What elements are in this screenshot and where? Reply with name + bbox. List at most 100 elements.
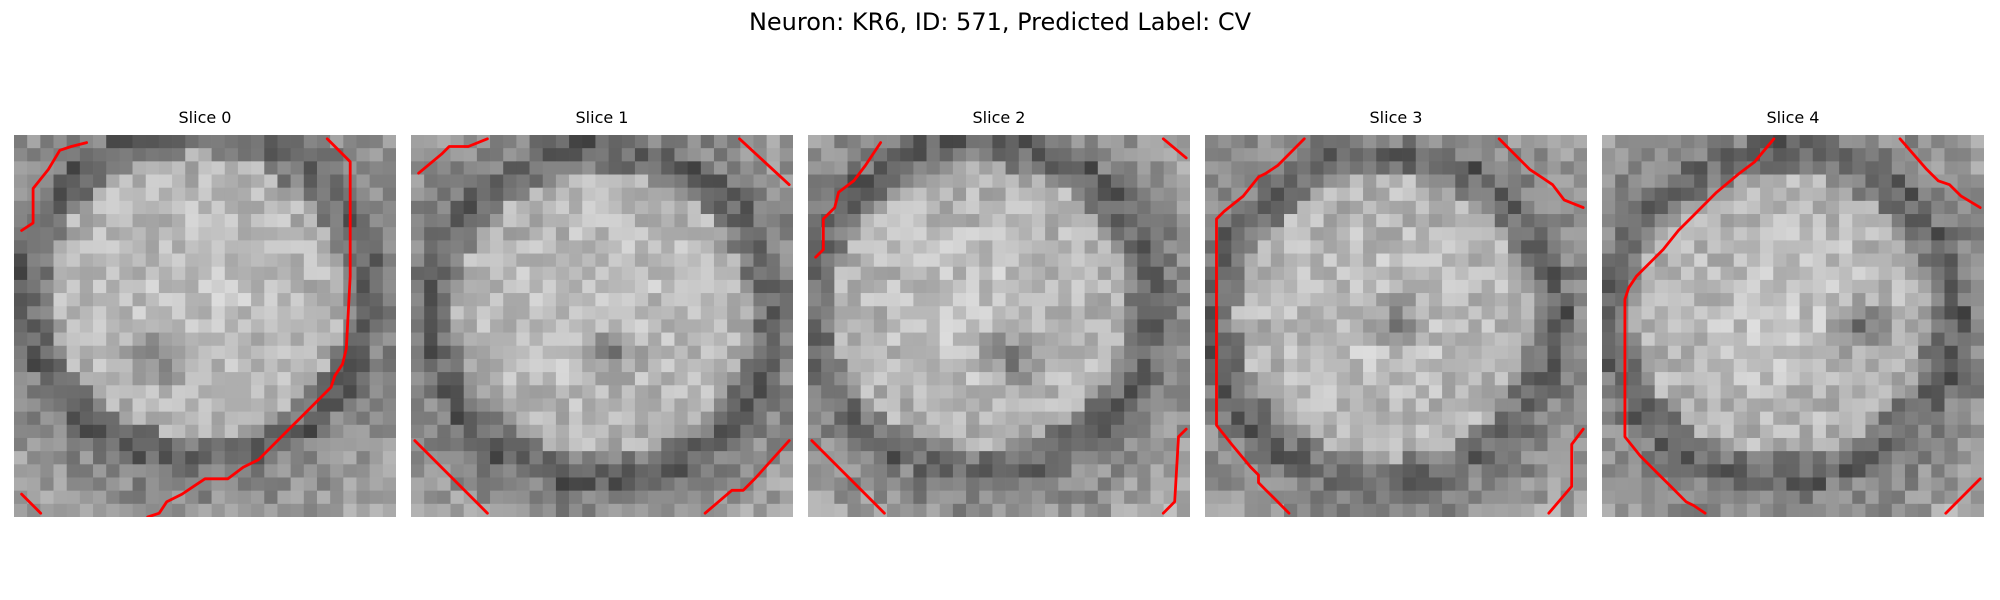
pixel-cell xyxy=(1720,200,1735,215)
pixel-cell xyxy=(424,227,438,241)
pixel-cell xyxy=(555,279,570,294)
pixel-cell xyxy=(992,161,1006,175)
pixel-cell xyxy=(569,345,583,360)
pixel-cell xyxy=(1760,372,1774,386)
pixel-cell xyxy=(900,372,914,386)
pixel-cell xyxy=(766,135,781,149)
pixel-cell xyxy=(1428,148,1443,162)
pixel-cell xyxy=(1839,332,1853,347)
pixel-cell xyxy=(437,306,451,320)
pixel-cell xyxy=(1602,345,1616,360)
pixel-cell xyxy=(1707,293,1721,307)
pixel-cell xyxy=(1124,437,1138,452)
pixel-cell xyxy=(251,503,265,517)
pixel-cell xyxy=(1720,464,1735,478)
pixel-cell xyxy=(53,135,68,149)
pixel-cell xyxy=(1415,424,1430,439)
pixel-cell xyxy=(1733,411,1748,426)
pixel-cell xyxy=(1363,135,1377,149)
pixel-cell xyxy=(224,293,239,307)
pixel-cell xyxy=(1323,200,1338,215)
pixel-cell xyxy=(53,345,68,360)
pixel-cell xyxy=(224,477,239,492)
pixel-cell xyxy=(834,437,848,452)
pixel-cell xyxy=(132,293,147,307)
pixel-cell xyxy=(1931,372,1945,386)
pixel-cell xyxy=(198,174,212,189)
pixel-cell xyxy=(316,227,331,241)
pixel-cell xyxy=(1005,306,1020,320)
pixel-cell xyxy=(661,319,675,333)
pixel-cell xyxy=(569,319,583,333)
pixel-cell xyxy=(1257,187,1272,202)
pixel-cell xyxy=(1654,266,1669,281)
pixel-cell xyxy=(1534,451,1548,465)
pixel-cell xyxy=(382,477,396,492)
pixel-cell xyxy=(106,503,120,517)
pixel-cell xyxy=(713,477,728,492)
pixel-cell xyxy=(40,385,54,399)
pixel-cell xyxy=(926,385,941,399)
pixel-cell xyxy=(926,345,941,360)
pixel-cell xyxy=(569,503,583,517)
pixel-cell xyxy=(158,227,173,241)
pixel-cell xyxy=(753,503,768,517)
pixel-cell xyxy=(1124,135,1138,149)
pixel-cell xyxy=(1018,306,1033,320)
pixel-cell xyxy=(198,306,212,320)
pixel-cell xyxy=(450,424,465,439)
pixel-cell xyxy=(887,411,901,426)
pixel-cell xyxy=(595,293,609,307)
pixel-cell xyxy=(1018,240,1033,254)
pixel-cell xyxy=(1799,424,1814,439)
pixel-cell xyxy=(1031,464,1046,478)
pixel-cell xyxy=(1865,411,1879,426)
pixel-cell xyxy=(53,200,68,215)
pixel-cell xyxy=(1825,411,1840,426)
slice-title-0: Slice 0 xyxy=(178,108,232,127)
pixel-cell xyxy=(608,200,623,215)
pixel-cell xyxy=(1257,135,1272,149)
pixel-cell xyxy=(1944,398,1959,412)
pixel-cell xyxy=(185,411,199,426)
pixel-cell xyxy=(1681,332,1695,347)
pixel-cell xyxy=(1560,266,1575,281)
pixel-cell xyxy=(1176,411,1190,426)
pixel-cell xyxy=(582,174,596,189)
pixel-cell xyxy=(53,503,68,517)
pixel-cell xyxy=(1097,477,1112,492)
pixel-cell xyxy=(237,332,252,347)
pixel-cell xyxy=(661,398,675,412)
pixel-cell xyxy=(1615,451,1629,465)
pixel-cell xyxy=(1865,398,1879,412)
pixel-cell xyxy=(277,279,291,294)
pixel-cell xyxy=(382,398,396,412)
pixel-cell xyxy=(727,319,741,333)
pixel-cell xyxy=(1481,187,1496,202)
pixel-cell xyxy=(979,345,993,360)
pixel-cell xyxy=(172,385,186,399)
pixel-cell xyxy=(1865,227,1879,241)
pixel-cell xyxy=(979,372,993,386)
pixel-cell xyxy=(463,345,478,360)
pixel-cell xyxy=(1468,227,1482,241)
pixel-cell xyxy=(1005,214,1020,228)
pixel-cell xyxy=(661,187,675,202)
pixel-cell xyxy=(490,200,504,215)
pixel-cell xyxy=(834,200,848,215)
pixel-cell xyxy=(369,148,384,162)
pixel-cell xyxy=(1468,385,1482,399)
pixel-cell xyxy=(821,411,835,426)
pixel-cell xyxy=(1931,200,1945,215)
pixel-cell xyxy=(145,477,160,492)
pixel-cell xyxy=(1865,490,1879,505)
contour-line xyxy=(1898,137,1982,209)
pixel-cell xyxy=(330,187,344,202)
pixel-cell xyxy=(926,490,941,505)
pixel-cell xyxy=(1615,477,1629,492)
pixel-cell xyxy=(634,240,649,254)
pixel-cell xyxy=(808,200,822,215)
pixel-cell xyxy=(779,200,793,215)
pixel-cell xyxy=(79,161,94,175)
slice-image-3 xyxy=(1205,135,1587,517)
